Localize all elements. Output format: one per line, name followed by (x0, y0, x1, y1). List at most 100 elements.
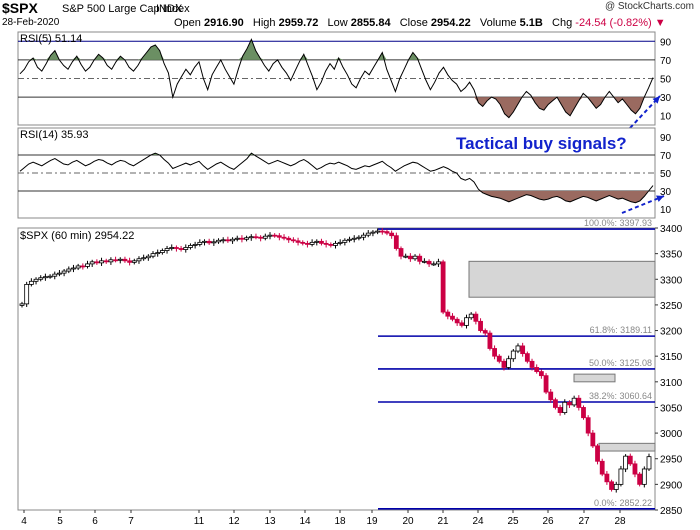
price-tick-2900: 2900 (660, 480, 683, 491)
candle-body (136, 258, 142, 262)
candle-body (267, 234, 273, 237)
candle-body (590, 432, 596, 447)
candle-body (244, 237, 249, 240)
candle-body (216, 239, 221, 243)
x-tick-label: 12 (228, 516, 240, 527)
rsi5-arrowhead-icon (652, 96, 660, 104)
candle-body (548, 391, 554, 401)
high-value: 2959.72 (278, 17, 319, 29)
candle-body (24, 283, 30, 305)
candle-body (28, 280, 34, 285)
candle-body (534, 367, 540, 372)
candle-body (627, 455, 633, 465)
candle-body (407, 255, 413, 260)
candle-body (197, 241, 203, 245)
volume-value: 5.1B (519, 17, 543, 29)
candle-body (384, 231, 390, 234)
candle-body (595, 445, 600, 462)
price-tick-3100: 3100 (660, 378, 683, 389)
rsi14-tick-30: 30 (660, 187, 672, 198)
low-label: Low (327, 17, 348, 29)
candle-body (305, 242, 310, 245)
resistance-zone (468, 260, 656, 298)
candle-body (75, 265, 81, 269)
candle-body (192, 244, 198, 246)
candle-body (314, 240, 320, 243)
candle-body (543, 375, 549, 393)
candle-body (417, 255, 423, 262)
x-tick-label: 11 (194, 516, 205, 527)
x-tick-label: 25 (507, 516, 519, 527)
x-tick-label: 6 (92, 516, 98, 527)
symbol-label: $SPX (2, 0, 38, 16)
fib-label: 0.0%: 2852.22 (594, 498, 652, 508)
fib-label: 50.0%: 3125.08 (589, 358, 652, 368)
candle-body (108, 259, 114, 263)
price-tick-3300: 3300 (660, 275, 683, 286)
candle-body (412, 255, 418, 260)
x-tick-label: 5 (57, 516, 63, 527)
price-tick-3350: 3350 (660, 250, 683, 261)
x-tick-label: 19 (366, 516, 378, 527)
candle-body (379, 230, 385, 233)
open-label: Open (174, 17, 201, 29)
candle-body (351, 237, 357, 240)
candle-body (454, 318, 460, 324)
candle-body (239, 237, 245, 240)
candle-body (422, 260, 427, 263)
candle-body (323, 242, 329, 245)
candle-body (159, 250, 165, 254)
rsi5-arrow-shaft (629, 95, 661, 129)
candle-body (482, 330, 488, 334)
chg-label: Chg (552, 17, 573, 29)
candle-body (169, 247, 175, 249)
candle-body (557, 407, 563, 413)
candle-body (113, 259, 118, 262)
chart-header: $SPX S&P 500 Large Cap Index INDX 28-Feb… (0, 0, 700, 32)
candle-body (515, 345, 521, 352)
candle-body (436, 261, 441, 265)
candle-body (403, 255, 409, 258)
candle-body (641, 468, 647, 485)
candle-body (47, 275, 53, 278)
annotation-text: Tactical buy signals? (456, 134, 627, 153)
rsi14-tick-90: 90 (660, 133, 672, 144)
candle-body (38, 277, 44, 280)
candle-body (66, 268, 72, 272)
x-tick-label: 27 (578, 516, 590, 527)
rsi5-tick-70: 70 (660, 56, 672, 67)
x-tick-label: 20 (402, 516, 414, 527)
candle-body (398, 248, 404, 257)
candle-body (440, 261, 446, 313)
chg-value: -24.54 (-0.82%) (575, 17, 652, 29)
candle-body (89, 261, 95, 265)
candle-body (431, 263, 437, 266)
x-tick-label: 21 (437, 516, 449, 527)
candle-body (524, 353, 530, 362)
candle-body (309, 241, 315, 245)
candle-body (127, 260, 133, 263)
candle-body (33, 278, 39, 282)
candle-body (632, 463, 638, 475)
candle-body (85, 263, 90, 267)
candle-body (145, 255, 151, 259)
candle-body (478, 320, 483, 331)
candle-body (248, 236, 254, 239)
security-name: S&P 500 Large Cap Index (62, 3, 190, 15)
candle-body (562, 401, 568, 413)
candle-body (613, 483, 619, 490)
x-tick-label: 26 (542, 516, 554, 527)
candle-body (300, 241, 306, 244)
x-tick-label: 24 (472, 516, 484, 527)
candle-body (262, 235, 268, 239)
candle-body (234, 237, 240, 240)
candle-body (61, 270, 67, 274)
price-tick-2950: 2950 (660, 455, 683, 466)
candle-body (174, 247, 179, 249)
candle-body (365, 232, 371, 236)
resistance-zone (598, 442, 656, 452)
fib-label: 100.0%: 3397.93 (584, 218, 652, 228)
candle-body (506, 358, 512, 368)
candle-body (295, 240, 301, 243)
